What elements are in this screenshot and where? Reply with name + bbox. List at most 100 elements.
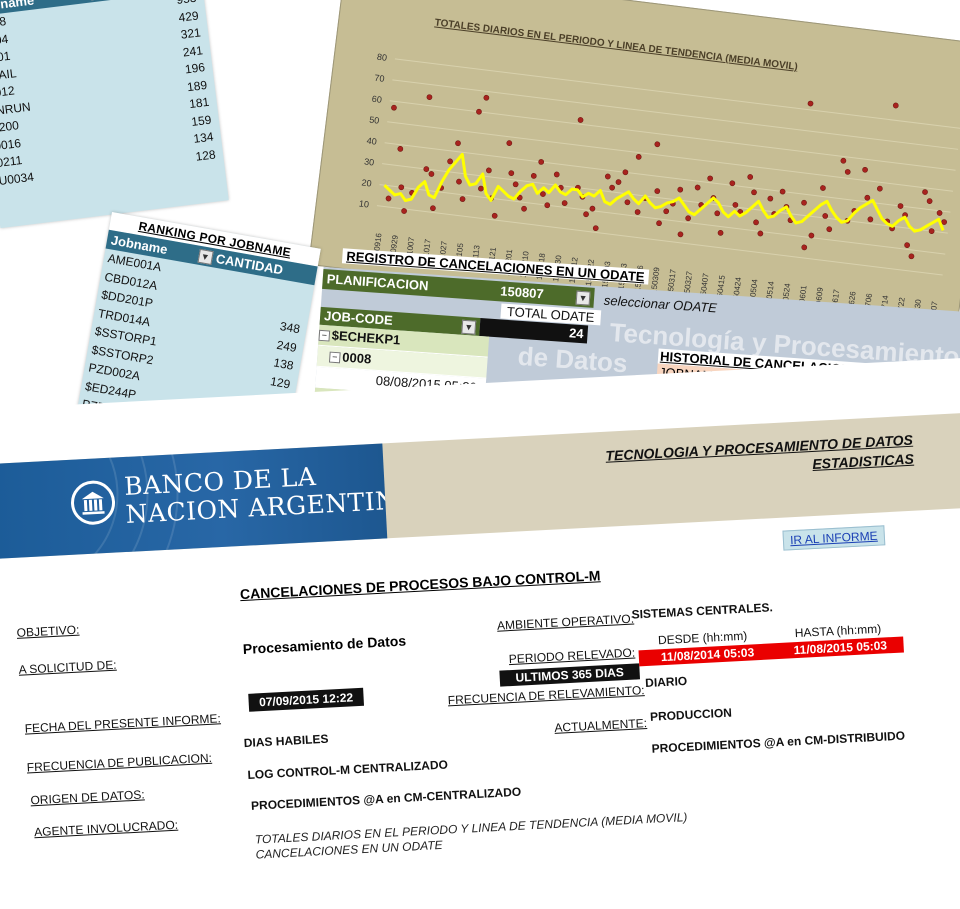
data-point (583, 211, 589, 217)
data-point (767, 196, 773, 202)
data-point (506, 140, 512, 146)
frecuencia-publicacion-label: FRECUENCIA DE PUBLICACION: (26, 751, 212, 775)
data-point (747, 174, 753, 180)
data-point (531, 173, 537, 179)
gridline (390, 101, 956, 170)
y-tick-label: 70 (374, 73, 385, 84)
data-point (478, 186, 484, 192)
data-point (893, 103, 899, 109)
data-point (447, 158, 453, 164)
fecha-informe-value: 07/09/2015 12:22 (248, 688, 364, 712)
data-point (714, 210, 720, 216)
collapse-icon[interactable]: − (318, 330, 330, 342)
data-point (521, 206, 527, 212)
data-point (929, 228, 935, 234)
data-point (391, 105, 397, 111)
data-point (663, 208, 669, 214)
data-point (427, 94, 433, 100)
data-point (718, 230, 724, 236)
data-point (429, 171, 435, 177)
jobcode-tree-label: 0008 (342, 349, 372, 366)
gridline (387, 122, 953, 191)
data-point (609, 185, 615, 191)
data-point (877, 186, 883, 192)
data-point (578, 117, 584, 123)
objetivo-label: OBJETIVO: (16, 623, 79, 640)
ultimos-365-dias-badge[interactable]: ULTIMOS 365 DIAS (499, 663, 640, 686)
data-point (685, 215, 691, 221)
y-tick-label: 50 (369, 115, 380, 126)
y-tick-label: 10 (358, 198, 369, 209)
bg-watermark-2: de Datos (517, 341, 629, 380)
fecha-informe-label: FECHA DEL PRESENTE INFORME: (24, 711, 221, 735)
data-point (922, 189, 928, 195)
ranking-abend-table: RANKING POR ABEND CODE Jobname ▼ CANTIDA… (0, 0, 229, 228)
gridline (392, 80, 958, 149)
solicitud-label: A SOLICITUD DE: (18, 658, 117, 677)
actualmente-label: ACTUALMENTE: (554, 716, 647, 735)
data-point (826, 226, 832, 232)
filter-icon[interactable]: ▼ (576, 291, 591, 306)
frecuencia-relevamiento-value: DIARIO (645, 674, 688, 690)
data-point (751, 189, 757, 195)
data-point (909, 253, 915, 259)
data-point (625, 199, 631, 205)
data-point (460, 196, 466, 202)
data-point (780, 189, 786, 195)
data-point (845, 169, 851, 175)
index-totales-diarios-link[interactable]: TOTALES DIARIOS EN EL PERIODO Y LINEA DE… (255, 810, 688, 847)
agente-involucrado-label: AGENTE INVOLUCRADO: (34, 818, 179, 840)
data-point (753, 219, 759, 225)
periodo-label: PERIODO RELEVADO: (508, 646, 635, 667)
trend-line (383, 141, 946, 266)
data-point (616, 179, 622, 185)
data-point (654, 141, 660, 147)
solicitud-value: Procesamiento de Datos (242, 633, 406, 658)
gridline (395, 59, 960, 128)
data-point (808, 101, 814, 107)
data-point (605, 174, 611, 180)
collapse-icon[interactable]: − (329, 352, 341, 364)
hasta-value: 11/08/2015 05:03 (793, 637, 887, 658)
data-point (867, 216, 873, 222)
data-point (678, 231, 684, 237)
procedimientos-centralizado: PROCEDIMIENTOS @A en CM-CENTRALIZADO (251, 785, 522, 813)
data-point (544, 202, 550, 208)
ambiente-value: SISTEMAS CENTRALES. (631, 600, 773, 621)
desde-value: 11/08/2014 05:03 (660, 644, 754, 665)
procedimientos-distribuido: PROCEDIMIENTOS @A en CM-DISTRIBUIDO (651, 729, 905, 756)
data-point (456, 179, 462, 185)
data-point (656, 220, 662, 226)
y-tick-label: 30 (364, 157, 375, 168)
data-point (386, 196, 392, 202)
data-point (623, 169, 629, 175)
data-point (898, 203, 904, 209)
ambiente-label: AMBIENTE OPERATIVO: (497, 612, 635, 633)
filter-icon[interactable]: ▼ (197, 248, 213, 264)
chevron-down-icon[interactable]: ▼ (461, 320, 476, 335)
data-point (554, 172, 560, 178)
jobcode-tree-label: $ECHEKP1 (331, 328, 401, 348)
report-main-title: CANCELACIONES DE PROCESOS BAJO CONTROL-M (240, 567, 601, 602)
data-point (423, 166, 429, 172)
ir-al-informe-link[interactable]: IR AL INFORME (782, 525, 885, 550)
origen-datos-label: ORIGEN DE DATOS: (30, 787, 145, 807)
y-tick-label: 20 (361, 177, 372, 188)
data-point (476, 109, 482, 115)
gridline (382, 164, 948, 233)
data-point (508, 170, 514, 176)
y-tick-label: 80 (376, 52, 387, 63)
bank-emblem-icon (70, 480, 116, 526)
frecuencia-relevamiento-label: FRECUENCIA DE RELEVAMIENTO: (447, 683, 644, 707)
planificacion-value: 150807 (500, 283, 544, 301)
y-tick-label: 60 (371, 94, 382, 105)
data-point (840, 158, 846, 164)
data-point (483, 95, 489, 101)
data-point (677, 187, 683, 193)
origen-datos-value: LOG CONTROL-M CENTRALIZADO (247, 757, 448, 781)
data-point (707, 176, 713, 182)
data-point (927, 198, 933, 204)
bank-logo-banner: BANCO DE LA NACION ARGENTINA (0, 443, 387, 559)
data-point (397, 146, 403, 152)
report-sheet: BANCO DE LA NACION ARGENTINA TECNOLOGIA … (0, 355, 960, 909)
